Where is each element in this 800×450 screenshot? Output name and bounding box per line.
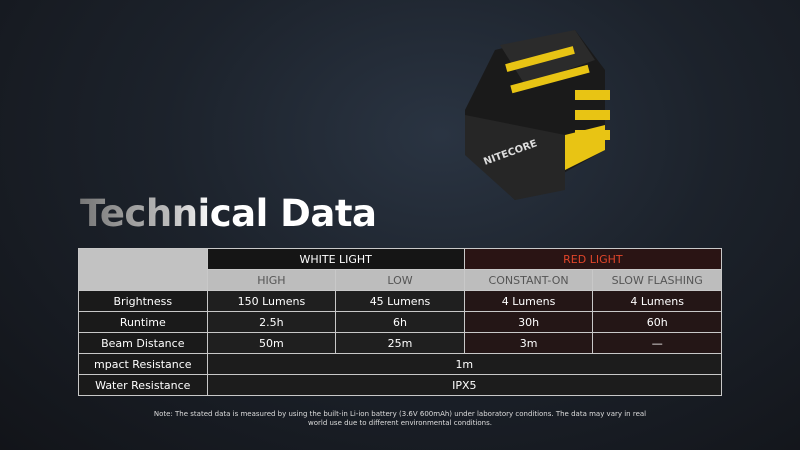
page-title: Technical Data: [80, 192, 377, 235]
row-label: Beam Distance: [78, 332, 208, 354]
group-header-red-light: RED LIGHT: [463, 248, 723, 270]
row-label: mpact Resistance: [78, 353, 208, 375]
row-label: Runtime: [78, 311, 208, 333]
row-label: Brightness: [78, 290, 208, 312]
cell: 150 Lumens: [206, 290, 337, 312]
mode-header: LOW: [335, 269, 465, 291]
cell: —: [592, 332, 722, 354]
cell: 6h: [335, 311, 465, 333]
table-row: Beam Distance 50m 25m 3m —: [78, 332, 722, 354]
cell: 2.5h: [206, 311, 337, 333]
table-corner: [78, 248, 208, 291]
cell: 3m: [463, 332, 594, 354]
table-row: Water Resistance IPX5: [78, 374, 723, 396]
cell: 45 Lumens: [335, 290, 465, 312]
cell: 25m: [335, 332, 465, 354]
cell: 1m: [206, 353, 723, 375]
table-row: Brightness 150 Lumens 45 Lumens 4 Lumens…: [78, 290, 722, 312]
headlamp-product-image: NITECORE: [455, 30, 635, 234]
cell: 4 Lumens: [592, 290, 722, 312]
footnote: Note: The stated data is measured by usi…: [153, 410, 647, 427]
row-label: Water Resistance: [78, 374, 208, 396]
mode-header: SLOW FLASHING: [592, 269, 722, 291]
group-header-white-light: WHITE LIGHT: [206, 248, 465, 270]
cell: 60h: [592, 311, 722, 333]
mode-header: HIGH: [206, 269, 337, 291]
table-row: Runtime 2.5h 6h 30h 60h: [78, 311, 722, 333]
cell: 4 Lumens: [463, 290, 594, 312]
cell: 30h: [463, 311, 594, 333]
technical-data-table: WHITE LIGHT RED LIGHT HIGH LOW CONSTANT-…: [78, 248, 723, 396]
mode-header: CONSTANT-ON: [463, 269, 594, 291]
cell: 50m: [206, 332, 337, 354]
cell: IPX5: [206, 374, 723, 396]
table-row: mpact Resistance 1m: [78, 353, 723, 375]
